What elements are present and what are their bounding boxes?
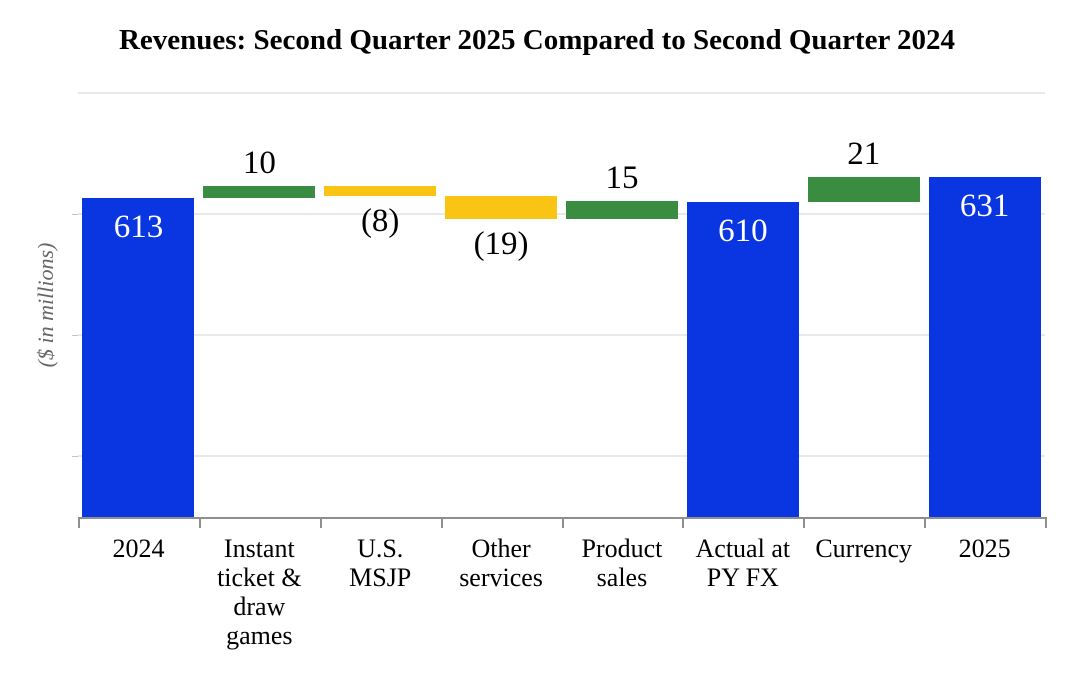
category-label-line: 2024 <box>112 534 165 563</box>
x-axis-tick-0 <box>78 517 80 528</box>
gridline-700 <box>78 92 1045 94</box>
value-label-product-sales: 15 <box>605 159 639 196</box>
x-axis-tick-4 <box>561 517 564 528</box>
gridline-400 <box>78 455 1045 458</box>
category-label-line: Product <box>581 534 663 563</box>
x-axis-tick-6 <box>803 517 806 528</box>
category-label-line: U.S. <box>357 534 404 563</box>
gridline-600 <box>78 213 1045 216</box>
value-label-2025: 631 <box>959 187 1010 224</box>
bar-u-s-msjp <box>324 186 437 196</box>
category-label-currency: Currency <box>743 534 985 563</box>
category-label-line: games <box>226 621 293 650</box>
category-label-line: PY FX <box>706 563 779 592</box>
category-label-line: ticket & <box>217 563 302 592</box>
category-label-line: MSJP <box>349 563 412 592</box>
x-axis-tick-7 <box>924 517 927 528</box>
y-axis-tick-600 <box>72 214 78 216</box>
bar-2024 <box>82 198 195 518</box>
value-label-currency: 21 <box>847 135 881 172</box>
x-axis-tick-5 <box>682 517 685 528</box>
chart-title: Revenues: Second Quarter 2025 Compared t… <box>118 24 956 56</box>
y-axis-tick-400 <box>72 456 78 458</box>
category-label-u-s-msjp: U.S. MSJP <box>259 534 501 592</box>
category-label-line: Actual at <box>695 534 791 563</box>
x-axis-tick-1 <box>198 517 201 528</box>
category-label-line: draw <box>233 592 286 621</box>
category-label-line: services <box>459 563 543 592</box>
value-label-instant-ticket-draw-games: 10 <box>242 145 276 182</box>
category-label-actual-at-py-fx: Actual at PY FX <box>622 534 864 592</box>
value-label-2024: 613 <box>113 209 164 246</box>
bar-product-sales <box>565 200 678 219</box>
bar-currency <box>807 176 920 203</box>
bar-instant-ticket-draw-games <box>203 186 316 199</box>
x-axis-tick-8 <box>1045 517 1047 528</box>
category-label-2025: 2025 <box>864 534 1074 563</box>
bar-other-services <box>445 195 558 219</box>
bar-2025 <box>928 176 1041 518</box>
category-label-line: Other <box>471 534 531 563</box>
gridline-500 <box>78 334 1045 337</box>
category-label-instant-ticket-draw-games: Instant ticket & draw games <box>138 534 380 650</box>
category-label-line: 2025 <box>958 534 1011 563</box>
x-axis-tick-3 <box>440 517 443 528</box>
category-label-2024: 2024 <box>18 534 260 563</box>
value-label-u-s-msjp: (8) <box>360 202 400 239</box>
value-label-other-services: (19) <box>473 225 529 262</box>
category-label-line: Currency <box>815 534 913 563</box>
category-label-other-services: Other services <box>380 534 622 592</box>
value-label-actual-at-py-fx: 610 <box>718 213 768 250</box>
category-label-line: sales <box>596 563 648 592</box>
y-axis-tick-500 <box>72 335 78 337</box>
bar-actual-at-py-fx <box>686 202 799 518</box>
category-label-line: Instant <box>223 534 295 563</box>
category-label-product-sales: Product sales <box>501 534 743 592</box>
x-axis-tick-2 <box>319 517 322 528</box>
